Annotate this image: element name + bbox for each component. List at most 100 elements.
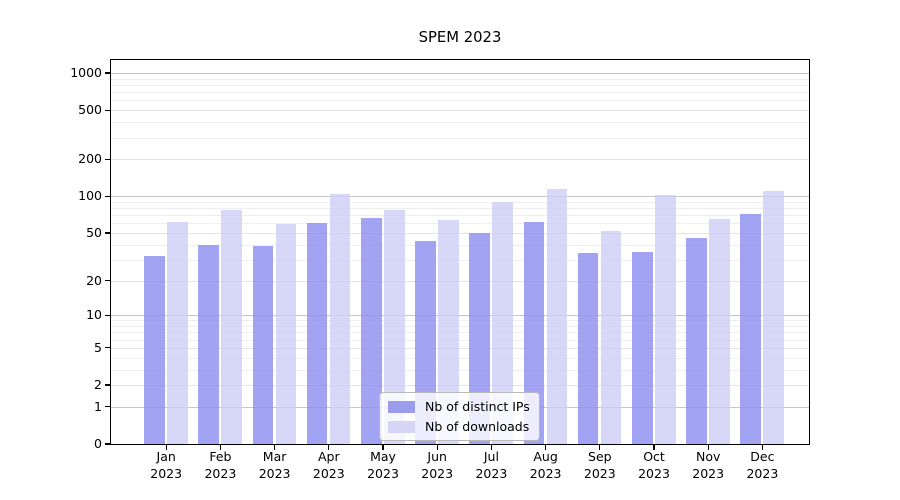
x-tick-label: Jul 2023 <box>475 449 508 481</box>
gridline-minor <box>110 369 810 371</box>
gridline-mid <box>110 159 810 161</box>
x-tick-label: Dec 2023 <box>746 449 779 481</box>
gridline-minor <box>110 85 810 87</box>
gridline-minor <box>110 326 810 328</box>
legend-label-downloads: Nb of downloads <box>425 419 530 434</box>
bar-distinct-ips <box>686 238 707 445</box>
bar-distinct-ips <box>306 223 328 445</box>
x-tick-label: Apr 2023 <box>312 449 345 481</box>
x-tick-mark <box>545 445 547 450</box>
legend-item-downloads: Nb of downloads <box>388 418 530 435</box>
x-tick-label: Mar 2023 <box>258 449 291 481</box>
bar-downloads <box>329 194 351 445</box>
gridline-minor <box>110 78 810 80</box>
x-tick-label: Aug 2023 <box>529 449 562 481</box>
legend-item-distinct-ips: Nb of distinct IPs <box>388 398 530 415</box>
gridline-minor <box>110 215 810 217</box>
chart-title: SPEM 2023 <box>418 29 502 46</box>
gridline-minor <box>110 223 810 225</box>
y-tick-label: 10 <box>86 307 102 323</box>
legend-swatch-distinct-ips <box>388 400 415 413</box>
y-tick-label: 500 <box>78 102 102 118</box>
y-tick-mark <box>105 195 110 197</box>
y-tick-mark <box>105 232 110 234</box>
y-tick-mark <box>105 443 110 445</box>
bar-distinct-ips <box>740 214 761 445</box>
x-tick-label: May 2023 <box>367 449 399 481</box>
bar-distinct-ips <box>198 244 219 445</box>
gridline-minor <box>110 244 810 246</box>
x-tick-label: Sep 2023 <box>583 449 616 481</box>
y-tick-label: 200 <box>78 151 102 167</box>
y-tick-mark <box>105 109 110 111</box>
bar-distinct-ips <box>252 245 274 445</box>
bar-distinct-ips <box>144 256 165 445</box>
bar-downloads <box>546 189 568 445</box>
gridline-major <box>110 196 810 198</box>
bar-distinct-ips <box>361 218 382 445</box>
legend-label-distinct-ips: Nb of distinct IPs <box>425 399 530 414</box>
y-tick-label: 1000 <box>70 65 102 80</box>
gridline-mid <box>110 232 810 234</box>
x-tick-mark <box>328 445 330 450</box>
gridline-minor <box>110 208 810 210</box>
gridline-mid <box>110 280 810 282</box>
gridline-minor <box>110 259 810 261</box>
y-tick-mark <box>105 314 110 316</box>
y-tick-label: 2 <box>94 377 102 392</box>
x-tick-label: Feb 2023 <box>204 449 237 481</box>
bar-downloads <box>763 191 784 445</box>
x-tick-label: Jun 2023 <box>421 449 454 481</box>
y-tick-label: 0 <box>94 436 102 451</box>
bar-downloads <box>438 219 459 445</box>
gridline-minor <box>110 320 810 322</box>
x-tick-mark <box>274 445 276 450</box>
x-tick-mark <box>382 445 384 450</box>
gridline-minor <box>110 122 810 124</box>
y-tick-mark <box>105 72 110 74</box>
bar-downloads <box>709 219 730 445</box>
legend: Nb of distinct IPs Nb of downloads <box>379 392 540 441</box>
bar-distinct-ips <box>523 221 545 445</box>
y-tick-label: 100 <box>78 188 102 204</box>
gridline-major <box>110 315 810 317</box>
x-tick-label: Oct 2023 <box>638 449 670 481</box>
bar-downloads <box>492 202 513 445</box>
x-tick-label: Nov 2023 <box>692 449 725 481</box>
gridline-minor <box>110 92 810 94</box>
gridline-major <box>110 73 810 75</box>
x-tick-mark <box>436 445 438 450</box>
bar-distinct-ips <box>469 232 490 445</box>
bar-downloads <box>600 230 622 445</box>
bar-downloads <box>655 195 676 445</box>
x-tick-mark <box>761 445 764 450</box>
y-tick-label: 20 <box>86 272 102 288</box>
y-tick-mark <box>105 347 110 349</box>
bar-distinct-ips <box>577 253 599 445</box>
bar-distinct-ips <box>632 251 653 445</box>
x-tick-mark <box>599 445 601 450</box>
x-tick-mark <box>219 445 222 450</box>
bar-downloads <box>221 210 242 445</box>
y-tick-mark <box>105 406 110 408</box>
y-tick-label: 5 <box>94 339 102 355</box>
gridline-mid <box>110 110 810 112</box>
legend-swatch-downloads <box>388 420 415 433</box>
x-tick-mark <box>707 445 709 450</box>
gridline-mid <box>110 347 810 349</box>
plot-area <box>110 59 810 445</box>
y-tick-mark <box>105 279 110 282</box>
gridline-minor <box>110 332 810 334</box>
bar-downloads <box>167 221 188 445</box>
y-tick-label: 50 <box>86 224 102 240</box>
x-tick-mark <box>653 445 655 450</box>
bar-downloads <box>384 210 405 445</box>
x-tick-label: Jan 2023 <box>150 449 183 481</box>
y-tick-mark <box>105 384 110 386</box>
x-tick-mark <box>490 445 493 450</box>
gridline-minor <box>110 137 810 139</box>
gridline-mid <box>110 385 810 387</box>
y-tick-label: 1 <box>94 398 102 414</box>
y-tick-mark <box>105 158 110 160</box>
